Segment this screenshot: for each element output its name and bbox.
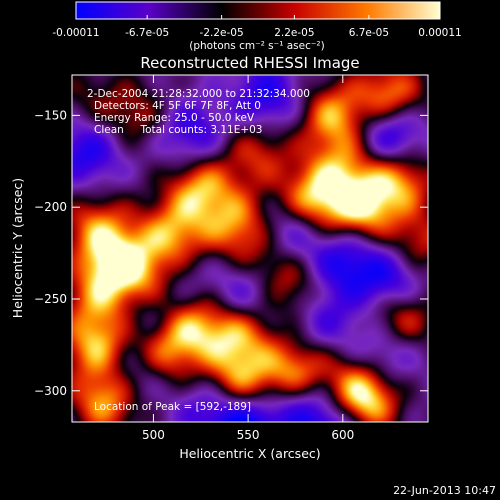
colorbar-tick-labels: -0.00011 -6.7e-05 -2.2e-05 2.2e-05 6.7e-05 0.… xyxy=(52,27,461,39)
x-axis-label: Heliocentric X (arcsec) xyxy=(179,446,320,461)
footer-timestamp: 22-Jun-2013 10:47 xyxy=(393,484,496,497)
colorbar-ticks xyxy=(75,15,441,19)
axis-ticks xyxy=(72,75,428,422)
colorbar-tick-label: -2.2e-05 xyxy=(200,27,244,39)
colorbar-tick-label: -0.00011 xyxy=(52,27,99,39)
y-tick-label: −250 xyxy=(34,292,67,306)
colorbar-units: (photons cm⁻² s⁻¹ asec⁻²) xyxy=(189,40,324,52)
colorbar xyxy=(75,1,441,20)
annotation-clean-counts: Clean Total counts: 3.11E+03 xyxy=(94,124,263,136)
annotation-energy-range: Energy Range: 25.0 - 50.0 keV xyxy=(94,112,255,124)
chart-title: Reconstructed RHESSI Image xyxy=(140,54,359,72)
y-tick-label: −150 xyxy=(34,108,67,122)
x-tick-label: 500 xyxy=(142,428,165,442)
annotation-time-range: 2-Dec-2004 21:28:32.000 to 21:32:34.000 xyxy=(87,88,310,100)
colorbar-tick-label: 6.7e-05 xyxy=(349,27,389,39)
y-tick-labels: −300 −250 −200 −150 xyxy=(34,108,67,397)
annotation-detectors: Detectors: 4F 5F 6F 7F 8F, Att 0 xyxy=(94,100,261,112)
y-axis-label: Heliocentric Y (arcsec) xyxy=(10,178,25,318)
x-tick-label: 600 xyxy=(331,428,354,442)
colorbar-tick-label: -6.7e-05 xyxy=(125,27,169,39)
y-tick-label: −200 xyxy=(34,200,67,214)
x-tick-labels: 500 550 600 xyxy=(142,428,354,442)
annotation-peak-location: Location of Peak = [592,-189] xyxy=(94,401,251,413)
colorbar-tick-label: 0.00011 xyxy=(418,27,461,39)
plot-frame xyxy=(71,74,429,423)
x-tick-label: 550 xyxy=(237,428,260,442)
y-tick-label: −300 xyxy=(34,384,67,398)
colorbar-tick-label: 2.2e-05 xyxy=(274,27,314,39)
heatmap-image xyxy=(72,75,428,422)
